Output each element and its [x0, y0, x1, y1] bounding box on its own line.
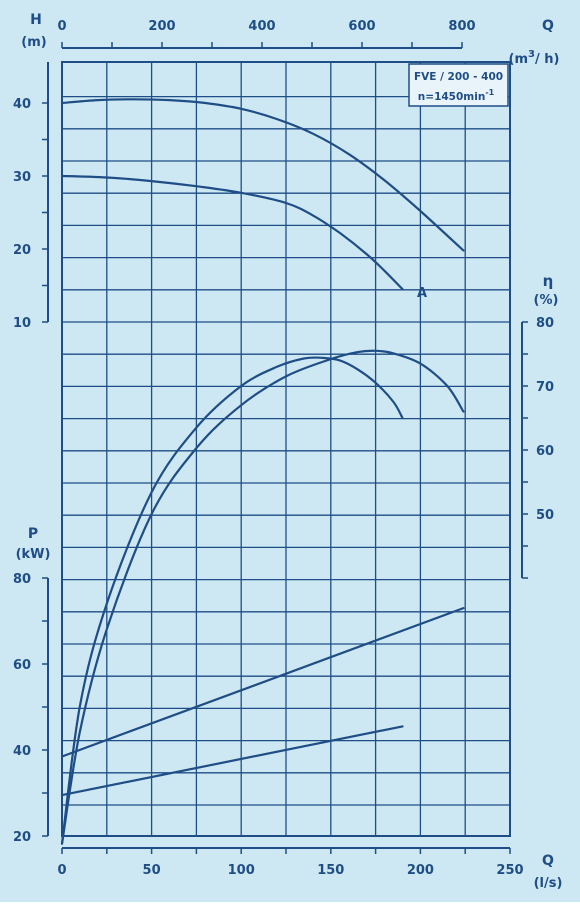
power-axis-label: P: [28, 526, 38, 542]
power-curve-5: [60, 607, 465, 758]
top-tick-label: 600: [348, 19, 375, 34]
head-tick-label: 30: [13, 170, 31, 185]
plot-frame: [61, 61, 511, 837]
bottom-axis-ticks: 0 50 100 150 200 250: [57, 848, 524, 878]
power-curve-6: [60, 725, 404, 797]
bottom-tick-label: 100: [228, 863, 255, 878]
info-box-speed: n=1450min-1: [418, 88, 495, 103]
head-tick-label: 20: [13, 243, 31, 258]
power-axis-ticks: 20 40 60 80: [13, 572, 48, 845]
head-axis-ticks: 10 20 30 40: [13, 97, 48, 331]
bottom-tick-label: 250: [496, 863, 523, 878]
bottom-tick-label: 150: [317, 863, 344, 878]
head-curve-2: [60, 174, 404, 291]
top-axis-ticks: 0 200 400 600 800: [57, 19, 476, 48]
efficiency-curve-4: [60, 349, 465, 845]
efficiency-axis-unit: (%): [534, 293, 559, 308]
power-tick-label: 40: [13, 744, 31, 759]
head-tick-label: 40: [13, 97, 31, 112]
top-tick-label: 400: [248, 19, 275, 34]
efficiency-tick-label: 50: [536, 508, 554, 523]
head-axis-label: H: [30, 12, 42, 28]
efficiency-tick-label: 60: [536, 444, 554, 459]
head-curve-1: [60, 98, 465, 252]
efficiency-tick-label: 70: [536, 380, 554, 395]
efficiency-axis-label: η: [543, 272, 554, 290]
bottom-tick-label: 50: [143, 863, 161, 878]
top-axis-unit: (m3/ h): [509, 49, 560, 67]
top-tick-label: 800: [448, 19, 475, 34]
bottom-axis-label: Q: [542, 853, 554, 869]
info-box-model: FVE / 200 - 400: [414, 71, 503, 83]
grid: [62, 62, 510, 836]
top-tick-label: 0: [57, 19, 66, 34]
power-tick-label: 60: [13, 658, 31, 673]
info-box: [408, 63, 509, 107]
efficiency-curve-3: [60, 356, 404, 845]
efficiency-tick-label: 80: [536, 316, 554, 331]
head-axis-unit: (m): [21, 35, 46, 50]
series: [60, 98, 465, 845]
power-tick-label: 20: [13, 830, 31, 845]
bottom-axis-unit: (l/s): [534, 876, 563, 891]
head-tick-label: 10: [13, 316, 31, 331]
efficiency-axis-ticks: 50 60 70 80: [522, 316, 554, 579]
power-tick-label: 80: [13, 572, 31, 587]
bottom-tick-label: 200: [407, 863, 434, 878]
bottom-tick-label: 0: [57, 863, 66, 878]
power-axis-unit: (kW): [16, 547, 51, 562]
curve-label-a: A: [417, 286, 427, 301]
top-axis-label: Q: [542, 18, 554, 34]
top-tick-label: 200: [148, 19, 175, 34]
